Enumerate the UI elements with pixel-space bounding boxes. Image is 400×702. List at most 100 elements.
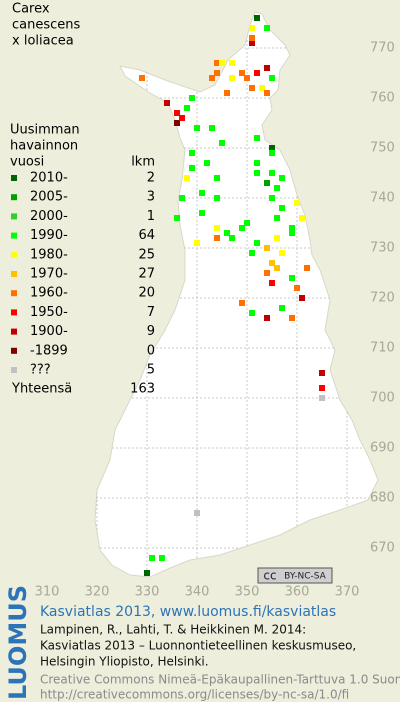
citation: Lampinen, R., Lahti, T. & Heikkinen M. 2… xyxy=(40,623,306,637)
observation-square xyxy=(274,235,280,241)
observation-square xyxy=(289,275,295,281)
citation: Kasviatlas 2013 – Luonnontieteellinen ke… xyxy=(40,639,356,653)
footer-link[interactable]: Kasviatlas 2013, www.luomus.fi/kasviatla… xyxy=(40,604,336,620)
observation-square xyxy=(269,150,275,156)
observation-square xyxy=(219,60,225,66)
observation-square xyxy=(214,235,220,241)
observation-square xyxy=(219,140,225,146)
legend-count: 7 xyxy=(147,305,155,320)
citation: Helsingin Yliopisto, Helsinki. xyxy=(40,655,209,669)
observation-square xyxy=(239,70,245,76)
observation-square xyxy=(214,175,220,181)
legend-label: 2010- xyxy=(30,171,68,186)
y-tick-label: 690 xyxy=(370,441,395,456)
observation-square xyxy=(214,70,220,76)
observation-square xyxy=(224,90,230,96)
observation-square xyxy=(189,165,195,171)
legend-label: 1960- xyxy=(30,286,68,301)
y-tick-label: 670 xyxy=(370,541,395,556)
title-line: canescens xyxy=(12,18,81,33)
observation-square xyxy=(264,180,270,186)
legend-count: 27 xyxy=(138,267,155,282)
x-tick-label: 340 xyxy=(185,585,210,600)
legend-total-label: Yhteensä xyxy=(11,382,72,397)
observation-square xyxy=(259,85,265,91)
legend-swatch xyxy=(11,290,17,297)
observation-square xyxy=(239,300,245,306)
y-tick-label: 760 xyxy=(370,91,395,106)
observation-square xyxy=(254,160,260,166)
x-tick-label: 310 xyxy=(35,585,60,600)
title-line: Carex xyxy=(12,2,50,17)
y-tick-label: 740 xyxy=(370,191,395,206)
legend-swatch xyxy=(11,194,17,201)
observation-square xyxy=(229,75,235,81)
y-tick-label: 770 xyxy=(370,41,395,56)
legend-count: 3 xyxy=(147,190,155,205)
legend-count-header: lkm xyxy=(131,155,155,170)
observations xyxy=(139,15,325,576)
observation-square xyxy=(144,570,150,576)
observation-square xyxy=(149,555,155,561)
y-tick-label: 700 xyxy=(370,391,395,406)
legend-count: 2 xyxy=(147,171,155,186)
observation-square xyxy=(189,95,195,101)
observation-square xyxy=(289,230,295,236)
observation-square xyxy=(294,285,300,291)
observation-square xyxy=(254,70,260,76)
observation-square xyxy=(224,230,230,236)
observation-square xyxy=(199,190,205,196)
logo: LUOMUS xyxy=(4,585,32,700)
legend-label: 1900- xyxy=(30,324,68,339)
x-tick-label: 330 xyxy=(135,585,160,600)
legend-count: 1 xyxy=(147,209,155,224)
observation-square xyxy=(269,145,275,151)
observation-square xyxy=(249,250,255,256)
legend-label: 1980- xyxy=(30,247,68,262)
observation-square xyxy=(279,205,285,211)
observation-square xyxy=(269,75,275,81)
legend-label: -1899 xyxy=(30,343,68,358)
observation-square xyxy=(184,175,190,181)
legend-label: 1970- xyxy=(30,267,68,282)
legend-label: 1950- xyxy=(30,305,68,320)
legend-label: ??? xyxy=(30,363,51,378)
observation-square xyxy=(214,60,220,66)
observation-square xyxy=(274,265,280,271)
x-tick-label: 350 xyxy=(235,585,260,600)
cc-terms: BY-NC-SA xyxy=(284,572,327,582)
observation-square xyxy=(139,75,145,81)
observation-square xyxy=(279,250,285,256)
y-tick-label: 720 xyxy=(370,291,395,306)
observation-square xyxy=(319,395,325,401)
legend-label: 1990- xyxy=(30,228,68,243)
observation-square xyxy=(279,305,285,311)
observation-square xyxy=(239,225,245,231)
legend-header: havainnon xyxy=(10,139,78,154)
observation-square xyxy=(299,295,305,301)
observation-square xyxy=(229,235,235,241)
x-tick-label: 370 xyxy=(335,585,360,600)
legend-swatch xyxy=(11,213,17,220)
legend-label: 2005- xyxy=(30,190,68,205)
observation-square xyxy=(254,15,260,21)
legend-swatch xyxy=(11,367,17,373)
observation-square xyxy=(264,315,270,321)
license-url[interactable]: http://creativecommons.org/licenses/by-n… xyxy=(40,688,349,702)
observation-square xyxy=(179,195,185,201)
observation-square xyxy=(189,150,195,156)
observation-square xyxy=(194,125,200,131)
observation-square xyxy=(244,220,250,226)
observation-square xyxy=(249,310,255,316)
observation-square xyxy=(299,215,305,221)
observation-square xyxy=(269,170,275,176)
observation-square xyxy=(194,510,200,516)
observation-square xyxy=(229,60,235,66)
observation-square xyxy=(204,160,210,166)
observation-square xyxy=(174,110,180,116)
observation-square xyxy=(294,200,300,206)
observation-square xyxy=(264,25,270,31)
legend-count: 25 xyxy=(138,247,155,262)
